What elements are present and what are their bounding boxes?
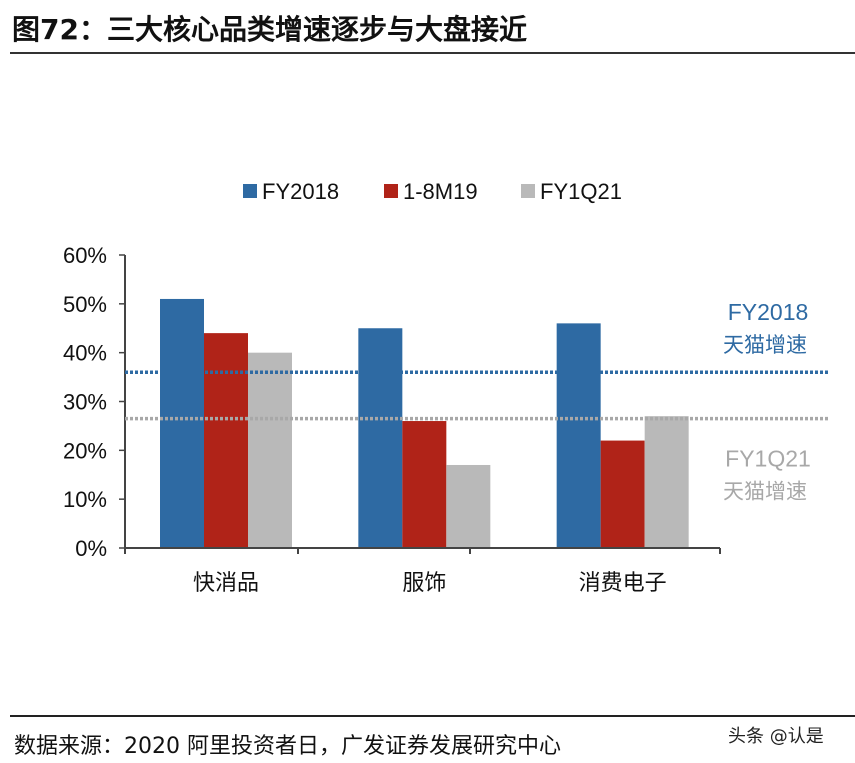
legend-label: 1-8M19 xyxy=(403,179,478,204)
title-divider xyxy=(10,52,855,54)
source-note: 数据来源：2020 阿里投资者日，广发证券发展研究中心 xyxy=(14,734,561,759)
legend-swatch-1 xyxy=(384,184,398,198)
y-tick-label: 50% xyxy=(63,292,107,317)
figure-title: 图72：三大核心品类增速逐步与大盘接近 xyxy=(12,13,527,46)
y-tick-label: 20% xyxy=(63,438,107,463)
source-divider xyxy=(10,715,855,717)
y-tick-label: 10% xyxy=(63,487,107,512)
bar-1-8M19-2 xyxy=(600,440,645,548)
bar-FY2018-0 xyxy=(160,298,204,548)
reference-label: FY2018 xyxy=(728,299,809,325)
x-tick-label: 服饰 xyxy=(402,571,446,596)
x-tick-label: 消费电子 xyxy=(579,571,667,596)
reference-sublabel: 天猫增速 xyxy=(723,333,807,357)
legend-swatch-0 xyxy=(243,184,257,198)
legend-label: FY1Q21 xyxy=(540,179,622,204)
bar-FY1Q21-2 xyxy=(644,416,689,548)
reference-label: FY1Q21 xyxy=(725,446,811,472)
bar-FY1Q21-1 xyxy=(446,464,491,548)
watermark: 头条 @认是 xyxy=(728,726,824,747)
y-tick-label: 60% xyxy=(63,243,107,268)
bar-FY1Q21-0 xyxy=(248,352,292,548)
y-tick-label: 0% xyxy=(75,536,107,561)
reference-sublabel: 天猫增速 xyxy=(723,480,807,504)
x-tick-label: 快消品 xyxy=(193,571,259,596)
legend-label: FY2018 xyxy=(262,179,339,204)
bar-1-8M19-0 xyxy=(204,333,248,548)
legend-swatch-2 xyxy=(521,184,535,198)
y-tick-label: 30% xyxy=(63,390,107,415)
bar-1-8M19-1 xyxy=(402,421,447,548)
bar-FY2018-2 xyxy=(556,323,601,548)
y-tick-label: 40% xyxy=(63,341,107,366)
bar-FY2018-1 xyxy=(358,328,403,548)
